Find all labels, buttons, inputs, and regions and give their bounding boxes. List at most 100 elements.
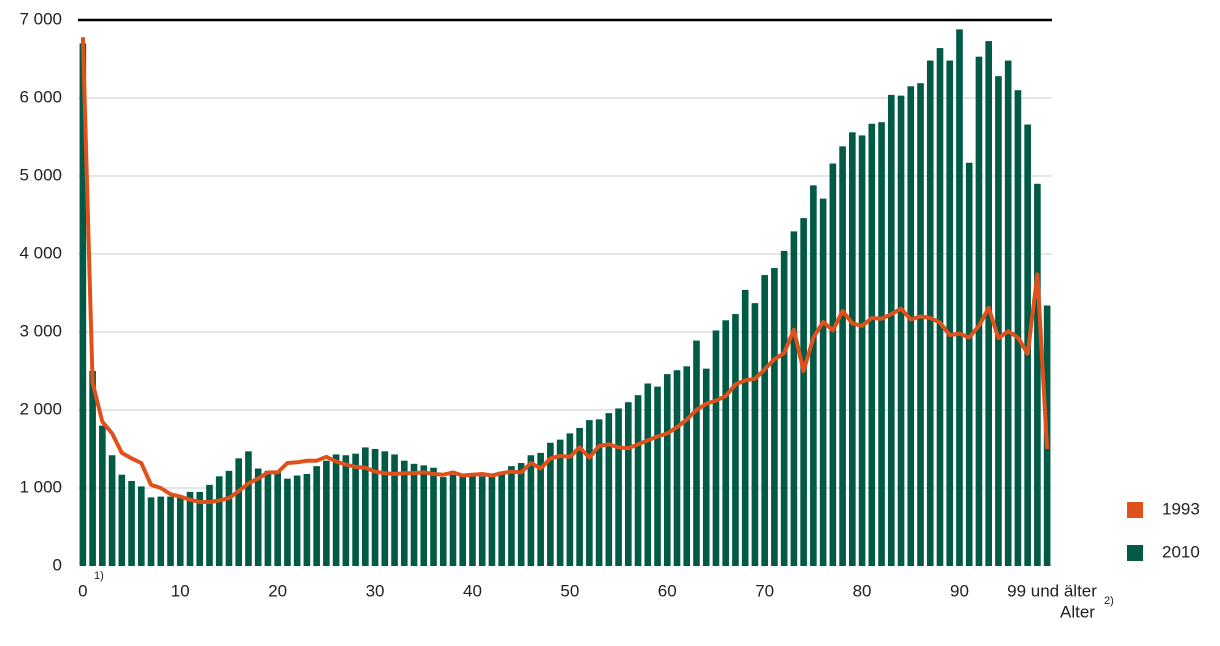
bar — [439, 477, 447, 566]
bar — [215, 476, 223, 566]
bar — [722, 320, 730, 566]
bar — [313, 466, 320, 566]
bar — [449, 474, 457, 566]
bar — [878, 122, 885, 567]
bar — [702, 368, 710, 566]
bar — [761, 275, 768, 566]
x-tick-label: 90 — [950, 581, 969, 600]
bar — [400, 460, 408, 566]
bar — [99, 425, 106, 566]
footnote-mark: 2) — [1104, 595, 1114, 607]
bar — [887, 94, 895, 566]
bar — [371, 449, 379, 566]
bar — [118, 474, 126, 566]
bar — [108, 455, 116, 566]
bar — [654, 386, 661, 566]
bar — [352, 453, 359, 566]
bar — [206, 484, 213, 566]
bar — [1004, 60, 1012, 567]
bar — [469, 474, 476, 566]
bar — [839, 146, 846, 567]
bar — [897, 95, 905, 566]
y-tick-label: 1 000 — [19, 477, 62, 496]
bar — [459, 476, 467, 566]
bar — [186, 491, 194, 566]
bar — [790, 231, 798, 566]
bar — [362, 447, 369, 566]
bar — [917, 83, 924, 567]
bar — [176, 495, 184, 566]
bar — [800, 218, 807, 566]
bar — [517, 463, 525, 566]
y-tick-label: 5 000 — [19, 165, 62, 184]
y-tick-label: 0 — [53, 555, 62, 574]
bar — [430, 467, 437, 566]
bar — [488, 473, 496, 566]
x-tick-label: 50 — [560, 581, 579, 600]
x-axis-label: Alter — [1060, 602, 1095, 621]
x-tick-label: 99 und älter — [1007, 581, 1097, 600]
bar — [956, 29, 963, 567]
footnote-mark: 1) — [94, 570, 104, 582]
bar — [595, 419, 603, 566]
bar — [985, 41, 993, 567]
bar — [780, 250, 788, 566]
bar — [693, 340, 700, 566]
line — [80, 37, 1050, 504]
bar — [663, 374, 671, 566]
bar — [712, 330, 720, 566]
y-tick-label: 4 000 — [19, 243, 62, 262]
bar — [547, 442, 554, 566]
y-tick-label: 3 000 — [19, 321, 62, 340]
bar — [527, 455, 535, 566]
x-tick-label: 70 — [755, 581, 774, 600]
bar — [478, 476, 486, 566]
bar — [157, 496, 165, 566]
bar — [556, 439, 564, 566]
x-tick-label: 40 — [463, 581, 482, 600]
bar — [771, 268, 778, 566]
bar — [235, 458, 243, 566]
bar — [381, 451, 389, 566]
bar — [274, 472, 281, 566]
bar — [254, 468, 262, 566]
legend-swatch — [1127, 545, 1143, 561]
bar — [586, 420, 593, 566]
bar — [498, 471, 506, 566]
bar — [605, 413, 613, 566]
bar — [615, 408, 622, 566]
y-tick-label: 7 000 — [19, 9, 62, 28]
bar — [965, 162, 973, 567]
bar — [741, 289, 749, 566]
bar — [537, 452, 544, 566]
x-tick-label: 20 — [268, 581, 287, 600]
bar — [293, 475, 301, 566]
bar — [936, 48, 944, 566]
bar — [858, 135, 866, 566]
bar — [576, 427, 583, 566]
bar — [907, 86, 915, 567]
bar — [245, 451, 252, 566]
bar — [137, 486, 145, 566]
bar — [732, 314, 739, 566]
bar — [829, 163, 837, 566]
bar — [849, 132, 856, 566]
bar — [128, 480, 135, 566]
bar — [196, 491, 204, 566]
bar — [508, 466, 515, 566]
bar — [975, 56, 983, 566]
x-tick-label: 60 — [658, 581, 677, 600]
x-tick-label: 0 — [78, 581, 87, 600]
bar — [810, 185, 817, 567]
bar — [225, 470, 233, 566]
bar — [819, 198, 827, 566]
bar — [391, 454, 398, 566]
bar — [868, 123, 876, 567]
bar — [566, 433, 574, 566]
bar — [323, 460, 330, 566]
x-tick-label: 30 — [366, 581, 385, 600]
bar — [683, 366, 691, 566]
bar — [420, 465, 428, 566]
x-tick-label: 10 — [171, 581, 190, 600]
bar — [644, 383, 652, 566]
